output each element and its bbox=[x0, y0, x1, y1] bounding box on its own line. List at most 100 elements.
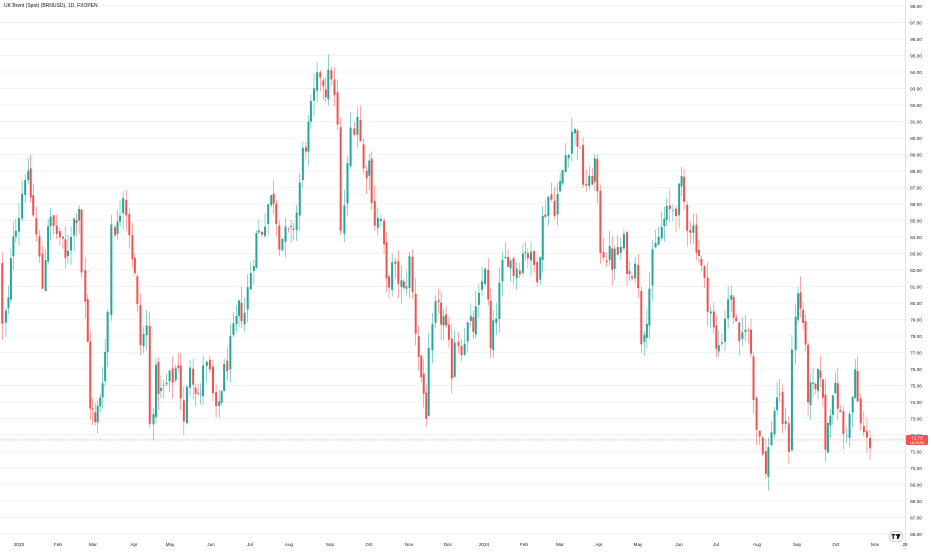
candle bbox=[637, 254, 640, 298]
candle-body bbox=[834, 382, 837, 394]
candle-body bbox=[663, 218, 666, 227]
candle-body bbox=[101, 383, 104, 398]
last-price-value: 71.70 bbox=[911, 435, 923, 440]
time-tick-label: Oct bbox=[832, 542, 840, 547]
candle bbox=[536, 260, 539, 287]
candle-body bbox=[309, 101, 312, 122]
candle-body bbox=[706, 277, 709, 312]
candle bbox=[628, 261, 631, 281]
candle bbox=[797, 286, 800, 323]
candle bbox=[99, 393, 102, 412]
candle bbox=[605, 252, 608, 268]
candle bbox=[683, 169, 686, 211]
candle bbox=[131, 223, 134, 268]
candle-body bbox=[414, 293, 417, 334]
candle bbox=[634, 256, 637, 284]
candle bbox=[425, 384, 428, 427]
candle bbox=[767, 438, 770, 491]
tradingview-logo-icon[interactable] bbox=[889, 531, 903, 542]
candle bbox=[529, 241, 532, 277]
candle-body bbox=[730, 295, 733, 300]
candle bbox=[689, 221, 692, 244]
candle bbox=[246, 274, 249, 323]
candle-body bbox=[49, 216, 52, 227]
candle bbox=[593, 154, 596, 192]
candle bbox=[21, 180, 24, 222]
candle bbox=[165, 373, 168, 386]
price-tick-label: 88.00 bbox=[910, 169, 922, 174]
price-tick-label: 66.00 bbox=[910, 532, 922, 537]
candle bbox=[631, 273, 634, 282]
candle bbox=[477, 283, 480, 318]
candle-body bbox=[845, 435, 848, 436]
candle bbox=[591, 168, 594, 186]
candle-body bbox=[819, 370, 822, 379]
candle-body bbox=[313, 88, 316, 101]
candle-body bbox=[7, 297, 10, 309]
candle bbox=[556, 182, 559, 226]
candle bbox=[450, 323, 453, 394]
price-tick-label: 96.00 bbox=[910, 37, 922, 42]
candle bbox=[114, 225, 117, 238]
candle bbox=[567, 153, 570, 168]
price-tick-label: 97.00 bbox=[910, 20, 922, 25]
candle-body bbox=[75, 220, 78, 224]
candle bbox=[182, 386, 185, 435]
candle bbox=[89, 330, 92, 420]
candle bbox=[865, 417, 868, 454]
candle-body bbox=[744, 329, 747, 333]
price-tick-label: 90.00 bbox=[910, 136, 922, 141]
candle-body bbox=[628, 271, 631, 274]
candle-body bbox=[171, 368, 174, 383]
candle-body bbox=[290, 225, 293, 228]
candle bbox=[596, 154, 599, 204]
price-tick-label: 77.00 bbox=[910, 350, 922, 355]
candle bbox=[397, 250, 400, 299]
time-tick-label: Mar bbox=[89, 542, 97, 547]
candle bbox=[235, 304, 238, 333]
price-tick-label: 80.00 bbox=[910, 301, 922, 306]
candle-body bbox=[80, 209, 83, 273]
time-tick-label: Jun bbox=[207, 542, 215, 547]
candle bbox=[9, 248, 12, 304]
candle bbox=[712, 302, 715, 335]
candle bbox=[619, 237, 622, 260]
candle-body bbox=[812, 382, 815, 384]
candle bbox=[116, 210, 119, 240]
candle bbox=[168, 370, 171, 393]
price-axis[interactable]: 98.00 97.00 96.00 95.00 94.00 93.00 92.00 91.00… bbox=[910, 4, 922, 537]
candle-body bbox=[533, 251, 536, 265]
candle bbox=[487, 258, 490, 306]
candle bbox=[472, 311, 475, 339]
candle-body bbox=[640, 290, 643, 345]
candle bbox=[770, 421, 773, 447]
candle-body bbox=[596, 158, 599, 192]
candle-body bbox=[529, 251, 532, 261]
candle bbox=[735, 313, 738, 322]
candle bbox=[550, 182, 553, 202]
candle bbox=[270, 194, 273, 208]
candle bbox=[278, 220, 281, 257]
price-tick-label: 71.00 bbox=[910, 449, 922, 454]
candle-body bbox=[400, 280, 403, 288]
candle-body bbox=[116, 221, 119, 234]
price-tick-label: 91.00 bbox=[910, 119, 922, 124]
candle bbox=[799, 276, 802, 319]
candle bbox=[588, 166, 591, 191]
candle-body bbox=[526, 253, 529, 259]
candle-body bbox=[411, 256, 414, 293]
candle-body bbox=[814, 383, 817, 390]
candle bbox=[501, 251, 504, 296]
candle bbox=[564, 143, 567, 173]
candle bbox=[192, 358, 195, 400]
candle bbox=[831, 394, 834, 425]
candle bbox=[96, 400, 99, 434]
candle bbox=[159, 375, 162, 399]
candle bbox=[70, 225, 73, 265]
candle-body bbox=[316, 72, 319, 91]
candle-body bbox=[205, 361, 208, 367]
candle bbox=[211, 359, 214, 402]
time-axis[interactable]: 2023 Feb Mar Apr May Jun Jul Aug Sep Oct Nov Dec 202… bbox=[14, 542, 908, 547]
